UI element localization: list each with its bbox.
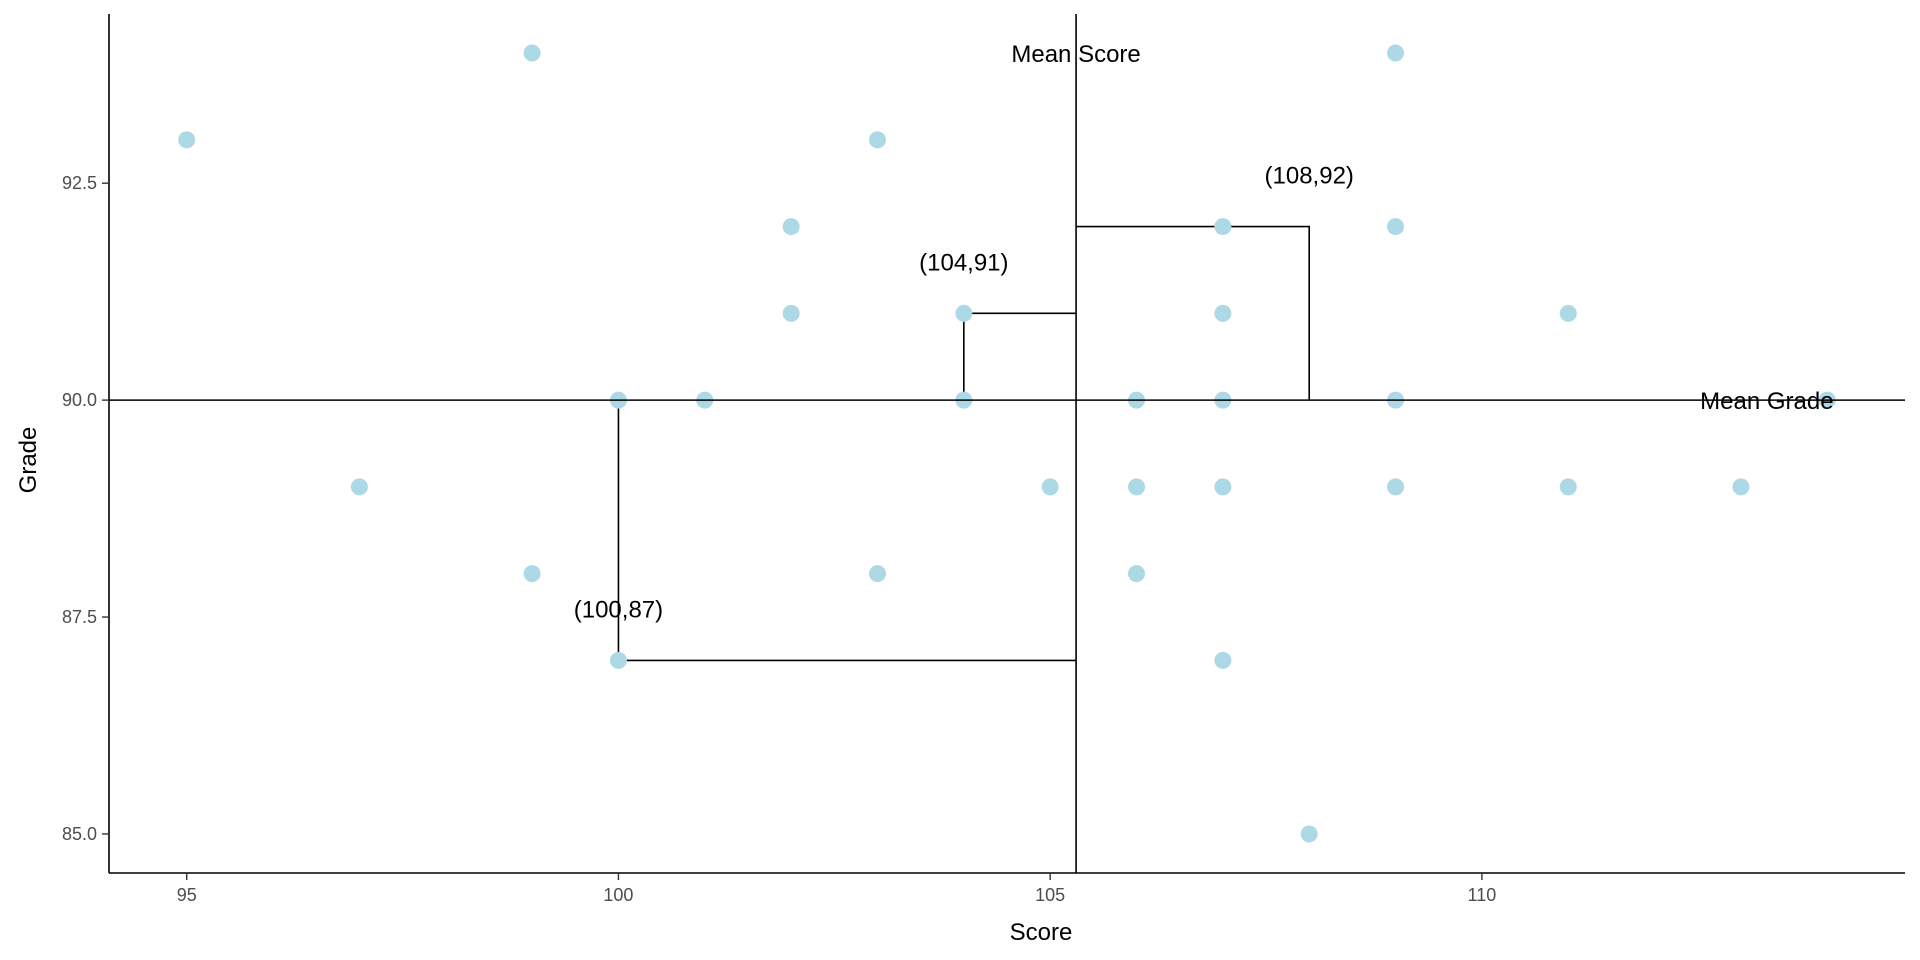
data-point-28 (1559, 478, 1577, 496)
data-point-7 (782, 218, 800, 236)
data-point-13 (1041, 478, 1059, 496)
x-axis-title: Score (1010, 919, 1073, 946)
reference-lines-layer (109, 14, 1905, 873)
data-point-18 (1214, 304, 1232, 322)
data-point-16 (1128, 565, 1146, 583)
data-point-11 (955, 304, 973, 322)
data-point-2 (523, 44, 541, 62)
y-tick-label-3: 92.5 (62, 173, 97, 193)
data-point-5 (609, 651, 627, 669)
axes-layer: 95 100 105 110 85.0 87.5 90.0 92.5 (62, 14, 1905, 905)
mean-grade-label: Mean Grade (1700, 388, 1833, 415)
data-point-20 (1214, 478, 1232, 496)
x-tick-label-3: 110 (1468, 885, 1497, 905)
labels-layer: Mean Score Mean Grade (100,87) (104,91) (108… (574, 41, 1834, 623)
data-point-17 (1214, 218, 1232, 236)
data-point-29 (1732, 478, 1750, 496)
y-tick-label-2: 90.0 (62, 390, 97, 410)
mean-score-label: Mean Score (1011, 41, 1140, 68)
point-label-2: (108,92) (1265, 163, 1354, 190)
points-layer (178, 44, 1836, 843)
point-label-1: (104,91) (919, 249, 1008, 276)
guide-rect-0 (617, 400, 1077, 662)
y-tick-label-0: 85.0 (62, 824, 97, 844)
data-point-0 (178, 131, 196, 149)
guide-rect-1 (963, 312, 1077, 401)
data-point-26 (1387, 478, 1405, 496)
point-label-0: (100,87) (574, 596, 663, 623)
data-point-22 (1300, 825, 1318, 843)
data-point-8 (782, 304, 800, 322)
data-point-15 (1128, 478, 1146, 496)
guide-rect-2 (1076, 225, 1311, 401)
data-point-21 (1214, 651, 1232, 669)
data-point-24 (1387, 218, 1405, 236)
x-tick-label-0: 95 (177, 885, 197, 905)
data-point-3 (523, 565, 541, 583)
y-axis-title: Grade (15, 427, 42, 494)
guide-lines-layer (617, 225, 1311, 662)
data-point-9 (868, 131, 886, 149)
data-point-10 (868, 565, 886, 583)
data-point-23 (1387, 44, 1405, 62)
data-point-1 (350, 478, 368, 496)
x-tick-label-1: 100 (603, 885, 633, 905)
x-tick-label-2: 105 (1035, 885, 1065, 905)
y-tick-label-1: 87.5 (62, 607, 97, 627)
data-point-27 (1559, 304, 1577, 322)
